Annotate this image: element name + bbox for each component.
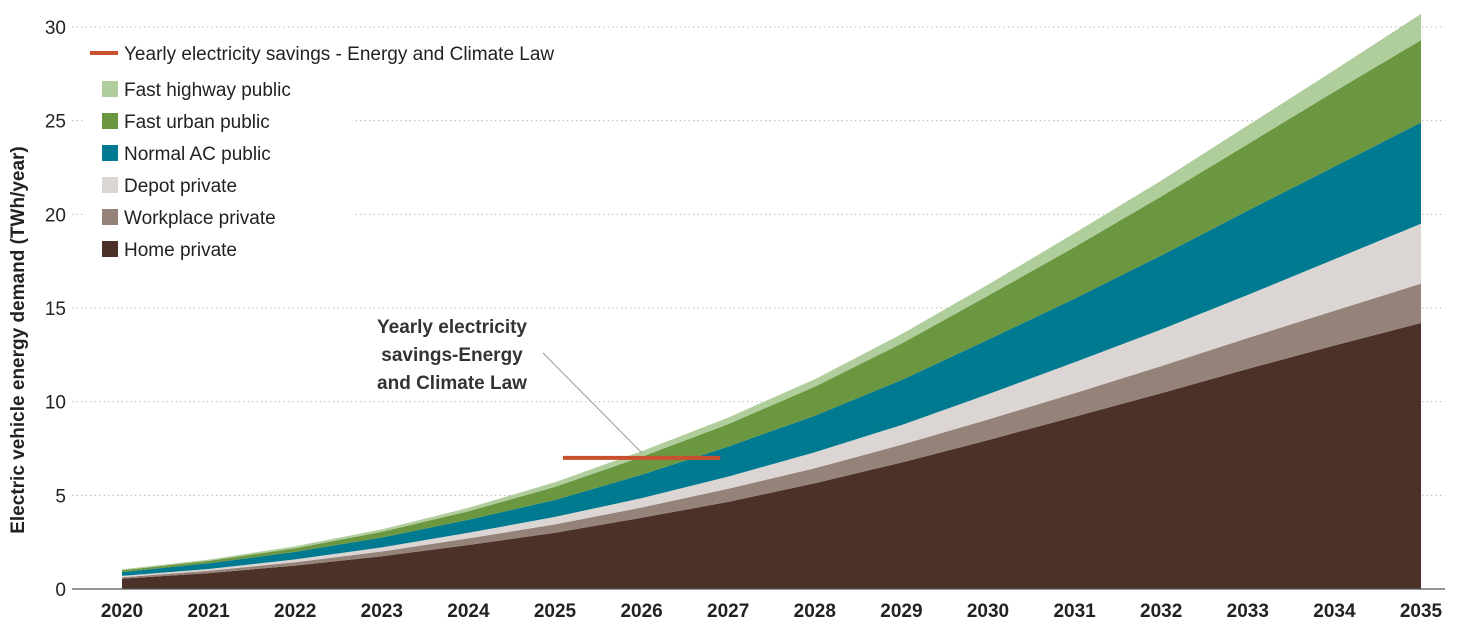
legend-swatch xyxy=(102,177,118,193)
y-tick-label: 5 xyxy=(55,486,66,507)
x-tick-label: 2021 xyxy=(187,601,230,622)
legend-label: Workplace private xyxy=(124,208,276,229)
x-tick-label: 2024 xyxy=(447,601,490,622)
legend-label: Depot private xyxy=(124,176,237,197)
legend-swatch xyxy=(102,209,118,225)
x-tick-label: 2026 xyxy=(620,601,662,622)
y-tick-label: 30 xyxy=(45,18,66,39)
legend: Yearly electricity savings - Energy and … xyxy=(84,36,644,268)
legend-swatch xyxy=(102,81,118,97)
legend-swatch xyxy=(102,145,118,161)
x-tick-label: 2025 xyxy=(534,601,577,622)
x-tick-label: 2023 xyxy=(361,601,403,622)
x-tick-label: 2020 xyxy=(101,601,143,622)
annotation-text: Yearly electricity xyxy=(377,317,527,338)
annotation-text: savings-Energy xyxy=(381,345,523,366)
legend-label: Yearly electricity savings - Energy and … xyxy=(124,44,554,65)
x-tick-label: 2022 xyxy=(274,601,316,622)
x-tick-label: 2032 xyxy=(1140,601,1182,622)
y-tick-label: 15 xyxy=(45,299,66,320)
x-tick-label: 2033 xyxy=(1227,601,1269,622)
x-tick-label: 2030 xyxy=(967,601,1009,622)
x-tick-label: 2035 xyxy=(1400,601,1443,622)
x-tick-label: 2027 xyxy=(707,601,749,622)
legend-background xyxy=(84,36,644,68)
area-home-private xyxy=(122,323,1421,589)
legend-swatch xyxy=(102,241,118,257)
x-tick-label: 2028 xyxy=(794,601,836,622)
legend-background xyxy=(84,68,352,268)
legend-swatch xyxy=(102,113,118,129)
annotation: Yearly electricity savings-Energy and Clim… xyxy=(377,317,643,454)
legend-label: Fast highway public xyxy=(124,80,291,101)
legend-label: Normal AC public xyxy=(124,144,271,165)
x-tick-label: 2034 xyxy=(1313,601,1356,622)
x-tick-label: 2031 xyxy=(1053,601,1096,622)
y-tick-label: 25 xyxy=(45,112,66,133)
legend-label: Fast urban public xyxy=(124,112,270,133)
y-tick-label: 20 xyxy=(45,205,66,226)
annotation-leader-line xyxy=(542,352,643,454)
y-tick-label: 10 xyxy=(45,393,66,414)
x-tick-label: 2029 xyxy=(880,601,922,622)
legend-label: Home private xyxy=(124,240,237,261)
stacked-areas xyxy=(122,13,1421,589)
y-tick-label: 0 xyxy=(55,580,66,601)
y-axis-title: Electric vehicle energy demand (TWh/year… xyxy=(8,146,29,534)
annotation-text: and Climate Law xyxy=(377,373,527,394)
